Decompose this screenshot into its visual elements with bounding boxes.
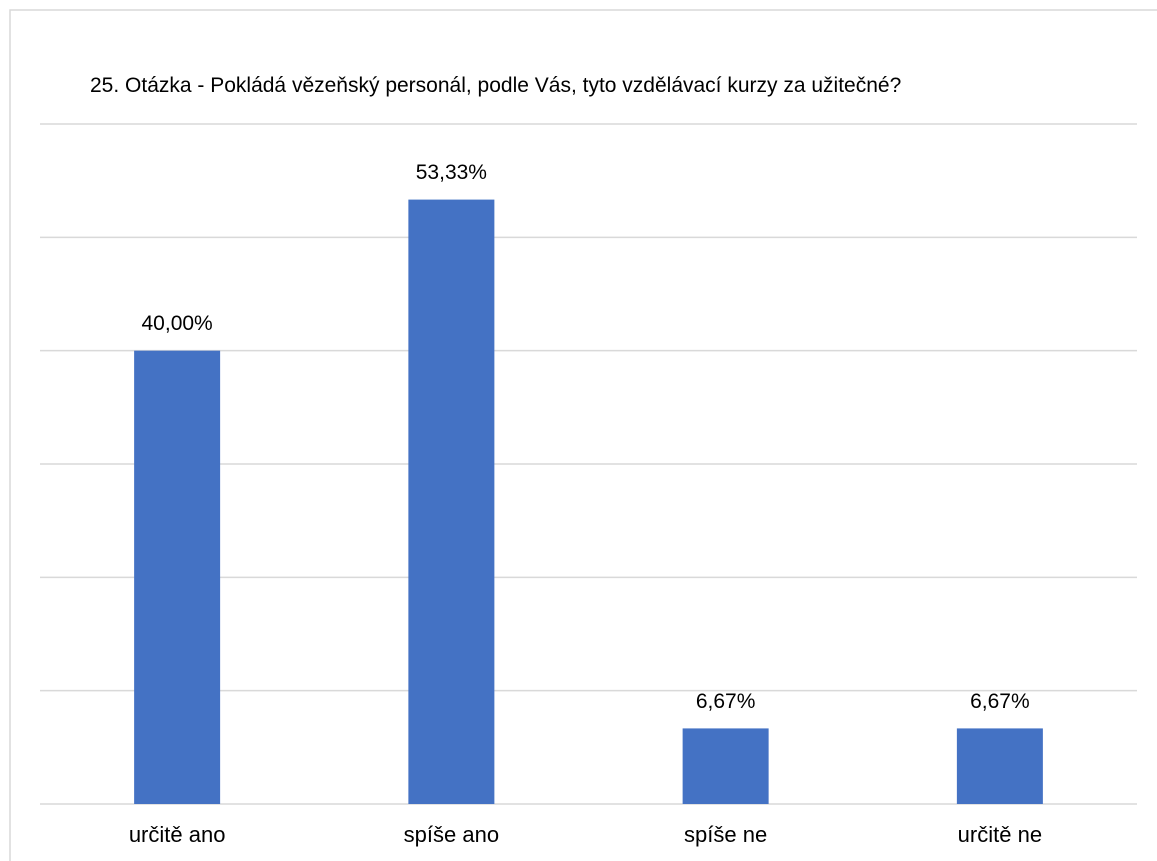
bar — [134, 350, 221, 804]
x-tick-label: spíše ne — [684, 822, 767, 847]
chart-border — [9, 9, 1157, 861]
data-label: 6,67% — [970, 690, 1030, 713]
x-tick-label: určitě ano — [129, 822, 226, 847]
x-tick-label: určitě ne — [958, 822, 1042, 847]
bar — [408, 199, 495, 805]
data-label: 53,33% — [416, 161, 487, 184]
chart-title: 25. Otázka - Pokládá vězeňský personál, … — [90, 74, 902, 97]
bar — [956, 728, 1043, 804]
x-tick-label: spíše ano — [404, 822, 499, 847]
data-label: 40,00% — [142, 312, 213, 335]
data-label: 6,67% — [696, 690, 756, 713]
bar — [682, 728, 769, 804]
